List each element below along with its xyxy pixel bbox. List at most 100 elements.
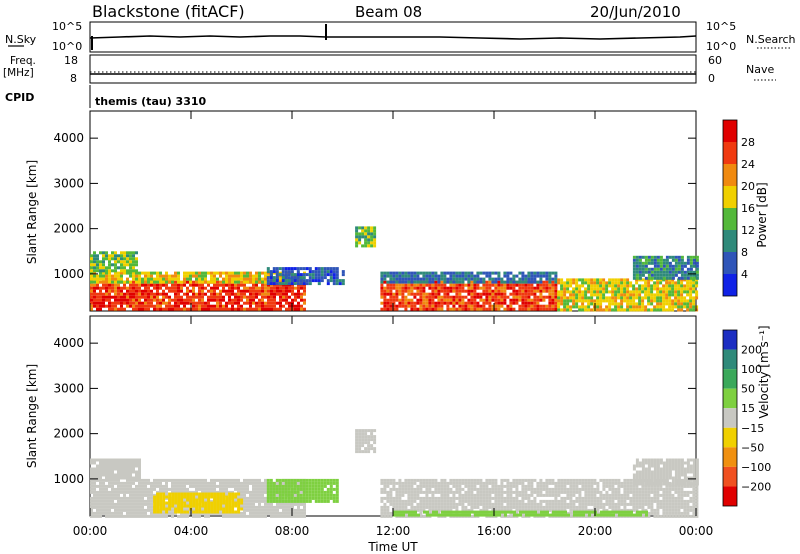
power-cell <box>593 290 597 294</box>
velocity-cell <box>171 504 175 508</box>
power-cell <box>174 304 177 308</box>
velocity-cell <box>692 484 696 488</box>
velocity-cell <box>284 496 288 500</box>
velocity-cell <box>237 514 240 518</box>
power-cell <box>237 298 240 302</box>
power-cell <box>530 298 534 302</box>
power-cell <box>398 304 402 308</box>
power-cell <box>246 301 249 305</box>
power-cell <box>494 301 498 305</box>
power-cell <box>159 301 162 305</box>
power-cell <box>689 287 693 291</box>
power-cell <box>488 295 492 299</box>
velocity-cell <box>108 476 111 480</box>
velocity-cell <box>506 484 510 488</box>
power-cell <box>153 295 156 299</box>
velocity-cell <box>266 481 270 485</box>
power-cell <box>602 308 606 312</box>
power-y-tick-label: 4000 <box>53 131 84 145</box>
velocity-cell <box>111 490 114 494</box>
velocity-cell <box>138 496 141 500</box>
power-cell <box>380 277 384 281</box>
velocity-cell <box>416 487 420 491</box>
velocity-cell <box>135 499 138 503</box>
power-cell <box>407 271 411 275</box>
velocity-cell <box>370 429 374 433</box>
velocity-cell <box>156 484 159 488</box>
power-cell <box>370 229 374 233</box>
power-cell <box>632 258 636 262</box>
velocity-cell <box>329 484 333 488</box>
velocity-cell <box>416 496 420 500</box>
velocity-cell <box>389 511 393 515</box>
velocity-cell <box>246 490 249 494</box>
velocity-cell <box>671 484 675 488</box>
velocity-cell <box>138 490 141 494</box>
velocity-cell <box>401 505 405 509</box>
power-cell <box>249 289 252 293</box>
velocity-cell <box>308 496 312 500</box>
velocity-cell <box>521 478 525 482</box>
power-cell <box>311 279 315 283</box>
power-cell <box>602 290 606 294</box>
power-cell <box>135 295 138 299</box>
velocity-cell <box>689 499 693 503</box>
velocity-cell <box>407 490 411 494</box>
power-cell <box>488 283 492 287</box>
velocity-cell <box>617 502 621 506</box>
velocity-cell <box>174 484 177 488</box>
velocity-cell <box>114 508 117 512</box>
power-cell <box>680 258 684 262</box>
velocity-cell <box>147 493 150 497</box>
velocity-cell <box>527 502 531 506</box>
velocity-cell <box>638 499 642 503</box>
power-cell <box>284 279 288 283</box>
power-cell <box>605 287 609 291</box>
velocity-cell <box>578 481 582 485</box>
freq-tick-high: 18 <box>64 54 78 67</box>
velocity-cell <box>231 492 235 496</box>
power-cell <box>677 305 681 309</box>
power-cell <box>653 296 657 300</box>
velocity-cell <box>165 495 169 499</box>
power-cell <box>611 290 615 294</box>
velocity-cell <box>398 484 402 488</box>
power-cell <box>485 274 489 278</box>
power-cell <box>413 304 417 308</box>
power-cell <box>413 271 417 275</box>
power-cell <box>165 271 168 275</box>
velocity-cell <box>162 484 165 488</box>
power-cell <box>168 307 171 311</box>
power-cell <box>638 302 642 306</box>
power-cell <box>165 280 168 284</box>
power-cell <box>509 307 513 311</box>
power-cell <box>647 293 651 297</box>
power-cell <box>521 280 525 284</box>
velocity-cell <box>99 508 102 512</box>
power-cell <box>355 241 359 245</box>
power-cell <box>108 286 111 290</box>
power-cell <box>452 274 456 278</box>
power-cell <box>446 295 450 299</box>
power-cell <box>156 283 159 287</box>
velocity-cell <box>132 458 135 462</box>
velocity-cell <box>93 505 96 509</box>
power-cell <box>294 295 297 299</box>
velocity-cell <box>243 502 246 506</box>
velocity-cell <box>180 504 184 508</box>
power-cell <box>659 276 663 280</box>
power-cell <box>650 258 654 262</box>
velocity-cell <box>557 481 561 485</box>
velocity-cell <box>320 484 324 488</box>
power-cell <box>234 271 237 275</box>
power-cell <box>440 286 444 290</box>
velocity-cell <box>364 438 368 442</box>
velocity-cell <box>623 481 627 485</box>
power-cell <box>557 305 561 309</box>
power-cell <box>533 271 537 275</box>
power-cell <box>653 287 657 291</box>
velocity-cell <box>222 505 225 509</box>
power-cell <box>566 284 570 288</box>
power-cell <box>308 279 312 283</box>
velocity-cell <box>560 484 564 488</box>
